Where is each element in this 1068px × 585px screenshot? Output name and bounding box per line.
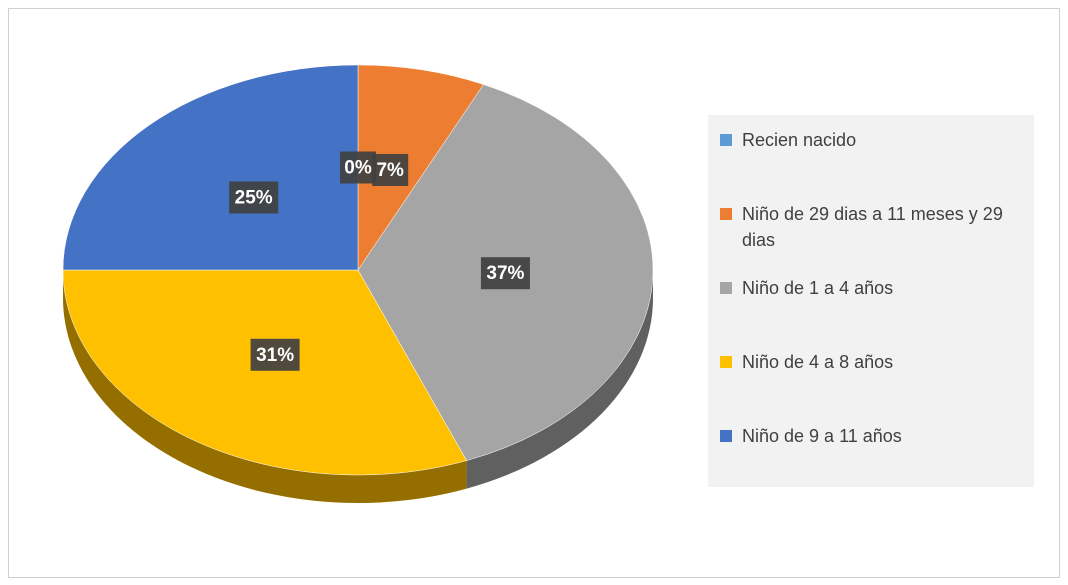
slice bbox=[357, 64, 484, 271]
legend-item: Niño de 1 a 4 años bbox=[720, 275, 1025, 301]
data-label: 31% bbox=[256, 345, 294, 366]
data-label-box bbox=[340, 151, 376, 184]
legend-swatch bbox=[720, 134, 732, 146]
legend-item: Niño de 4 a 8 años bbox=[720, 349, 1025, 375]
legend: Recien nacido Niño de 29 dias a 11 meses … bbox=[708, 115, 1034, 487]
slice-side-shade bbox=[63, 270, 467, 503]
data-label-box bbox=[229, 181, 279, 214]
legend-swatch bbox=[720, 282, 732, 294]
data-label-box bbox=[250, 338, 300, 371]
slice bbox=[62, 269, 467, 476]
slice-side bbox=[466, 270, 653, 489]
data-label-box bbox=[372, 153, 409, 186]
legend-label: Niño de 29 dias a 11 meses y 29 dias bbox=[742, 204, 1003, 250]
data-label-box bbox=[480, 257, 530, 290]
legend-label: Niño de 9 a 11 años bbox=[742, 426, 902, 446]
legend-label: Niño de 4 a 8 años bbox=[742, 352, 894, 372]
legend-swatch bbox=[720, 430, 732, 442]
legend-item: Recien nacido bbox=[720, 127, 1025, 153]
data-label: 37% bbox=[486, 263, 524, 284]
slice bbox=[62, 64, 359, 271]
slice-side-shade bbox=[466, 270, 653, 489]
legend-swatch bbox=[720, 356, 732, 368]
legend-swatch bbox=[720, 208, 732, 220]
legend-label: Niño de 1 a 4 años bbox=[742, 278, 894, 298]
legend-label: Recien nacido bbox=[742, 130, 857, 150]
data-label: 7% bbox=[376, 160, 404, 181]
legend-item: Niño de 9 a 11 años bbox=[720, 423, 1025, 449]
data-label: 0% bbox=[344, 158, 372, 179]
data-label: 25% bbox=[235, 188, 273, 209]
legend-item: Niño de 29 dias a 11 meses y 29 dias bbox=[720, 201, 1025, 253]
slice-side bbox=[63, 270, 467, 503]
